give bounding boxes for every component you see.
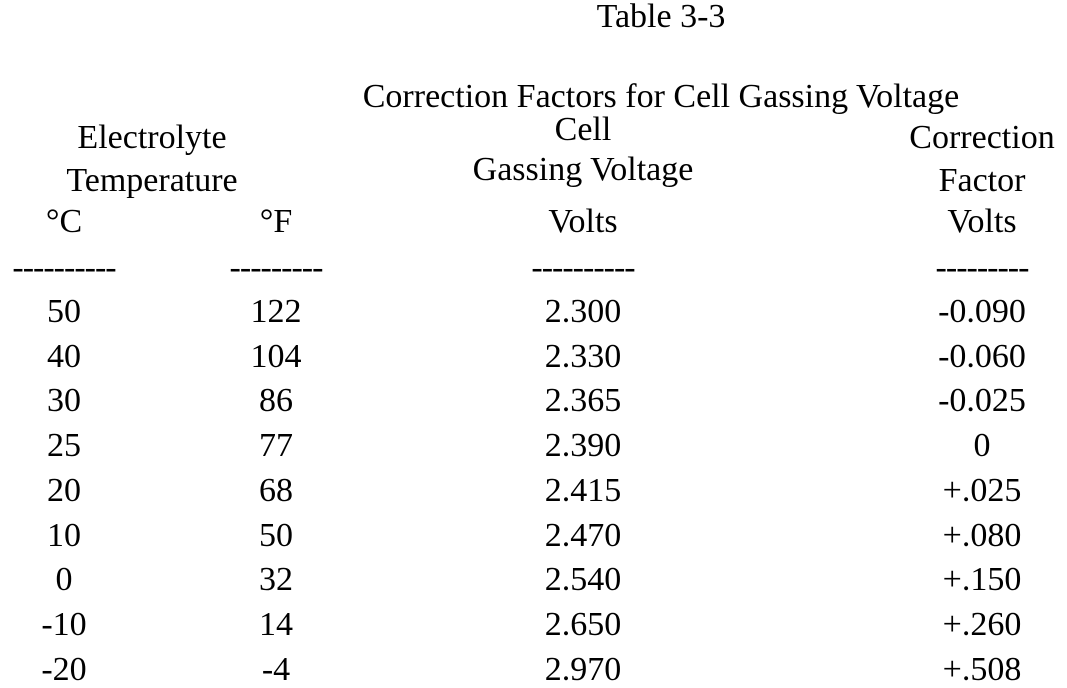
- header-electrolyte-line1: Electrolyte: [77, 119, 227, 156]
- cell-fahrenheit: 77: [259, 427, 293, 465]
- cell-gassing-voltage: 2.540: [544, 561, 622, 599]
- header-voltage-line2: Gassing Voltage: [472, 151, 694, 188]
- header-factor-line2: Factor: [938, 162, 1026, 199]
- cell-gassing-voltage: 2.330: [544, 337, 622, 375]
- cell-celsius: 40: [47, 337, 81, 375]
- header-celsius: °C: [45, 203, 83, 240]
- cell-correction-factor: +.150: [942, 561, 1022, 599]
- cell-correction-factor: +.080: [942, 516, 1022, 554]
- cell-gassing-voltage: 2.300: [544, 293, 622, 330]
- cell-celsius: -10: [41, 605, 87, 643]
- cell-correction-factor: +.260: [942, 605, 1022, 643]
- cell-celsius: -20: [41, 650, 87, 688]
- cell-celsius: 10: [47, 516, 81, 554]
- cell-fahrenheit: 32: [259, 561, 293, 599]
- separator-celsius: ----------: [12, 249, 116, 286]
- cell-gassing-voltage: 2.415: [544, 471, 622, 509]
- cell-fahrenheit: 50: [259, 516, 293, 554]
- separator-fahrenheit: ---------: [229, 249, 324, 286]
- header-voltage-line1: Cell: [554, 111, 612, 148]
- cell-gassing-voltage: 2.650: [544, 605, 622, 643]
- cell-gassing-voltage: 2.390: [544, 427, 622, 465]
- header-fahrenheit: °F: [259, 203, 293, 240]
- header-electrolyte-line2: Temperature: [66, 162, 238, 199]
- header-factor-line1: Correction: [909, 119, 1055, 156]
- separator-factor: ---------: [935, 249, 1030, 286]
- table-label: Table 3-3: [596, 0, 726, 35]
- header-factor-unit: Volts: [947, 203, 1017, 240]
- cell-fahrenheit: 104: [250, 337, 302, 375]
- separator-voltage: ----------: [531, 249, 635, 286]
- cell-gassing-voltage: 2.470: [544, 516, 622, 554]
- cell-fahrenheit: 86: [259, 382, 293, 420]
- cell-fahrenheit: -4: [261, 650, 291, 688]
- cell-celsius: 50: [47, 293, 81, 330]
- cell-gassing-voltage: 2.970: [544, 650, 622, 688]
- header-voltage-unit: Volts: [548, 203, 618, 240]
- cell-correction-factor: +.025: [942, 471, 1022, 509]
- table-caption: Correction Factors for Cell Gassing Volt…: [362, 78, 960, 115]
- cell-fahrenheit: 14: [259, 605, 293, 643]
- cell-correction-factor: -0.090: [938, 293, 1026, 330]
- cell-celsius: 25: [47, 427, 81, 465]
- cell-celsius: 20: [47, 471, 81, 509]
- cell-celsius: 0: [55, 561, 73, 599]
- cell-correction-factor: -0.025: [938, 382, 1026, 420]
- cell-correction-factor: +.508: [942, 650, 1022, 688]
- cell-gassing-voltage: 2.365: [544, 382, 622, 420]
- cell-celsius: 30: [47, 382, 81, 420]
- cell-correction-factor: 0: [973, 427, 991, 465]
- cell-fahrenheit: 122: [250, 293, 302, 330]
- cell-correction-factor: -0.060: [938, 337, 1026, 375]
- cell-fahrenheit: 68: [259, 471, 293, 509]
